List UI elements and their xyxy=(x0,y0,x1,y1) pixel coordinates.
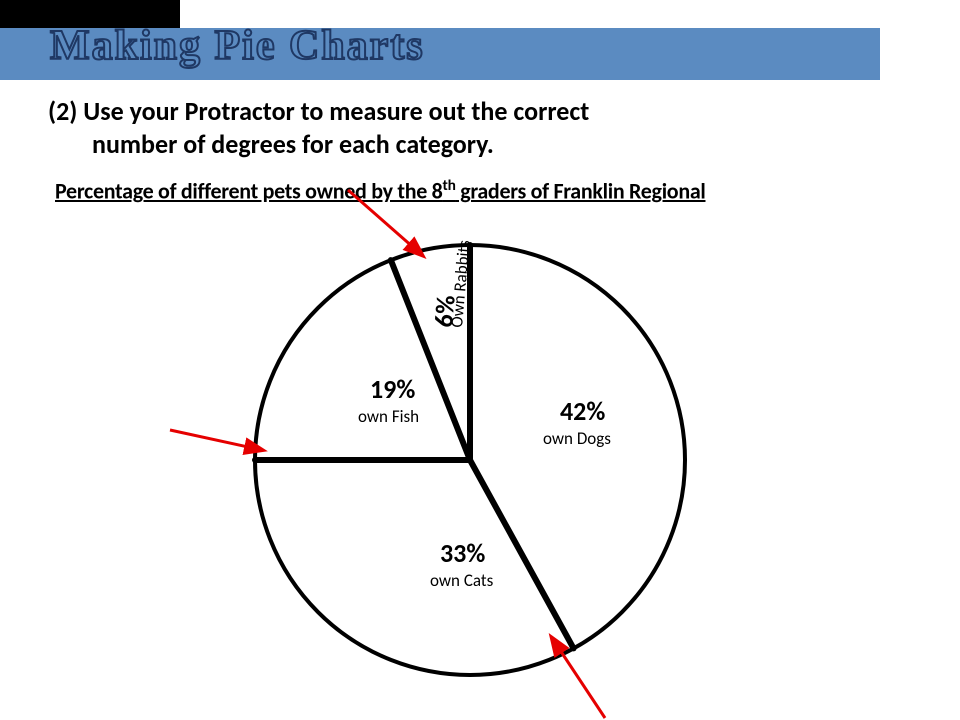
instruction-line1: Use your Protractor to measure out the c… xyxy=(83,95,589,127)
chart-subtitle: Percentage of different pets owned by th… xyxy=(55,176,925,204)
instruction-prefix: (2) xyxy=(48,95,83,127)
instruction-text: (2) Use your Protractor to measure out t… xyxy=(48,95,868,160)
pointer-arrow-2 xyxy=(552,638,605,718)
slice-pct-fish: 19% xyxy=(370,373,415,405)
pie-chart-svg: 42%own Dogs33%own Cats19%own Fish6%Own R… xyxy=(230,220,710,700)
subtitle-sup: th xyxy=(443,176,456,195)
page-title: Making Pie Charts xyxy=(50,22,425,70)
instruction-line2: number of degrees for each category. xyxy=(48,128,868,161)
slice-label-dogs: own Dogs xyxy=(543,428,611,449)
pointer-arrow-1 xyxy=(170,430,262,450)
slice-label-cats: own Cats xyxy=(430,570,494,591)
pie-chart: 42%own Dogs33%own Cats19%own Fish6%Own R… xyxy=(230,220,710,700)
slice-pct-cats: 33% xyxy=(440,537,485,569)
slice-label-fish: own Fish xyxy=(358,406,419,427)
slice-pct-dogs: 42% xyxy=(560,395,605,427)
subtitle-post: graders of Franklin Regional xyxy=(456,177,706,204)
subtitle-pre: Percentage of different pets owned by th… xyxy=(55,177,443,204)
